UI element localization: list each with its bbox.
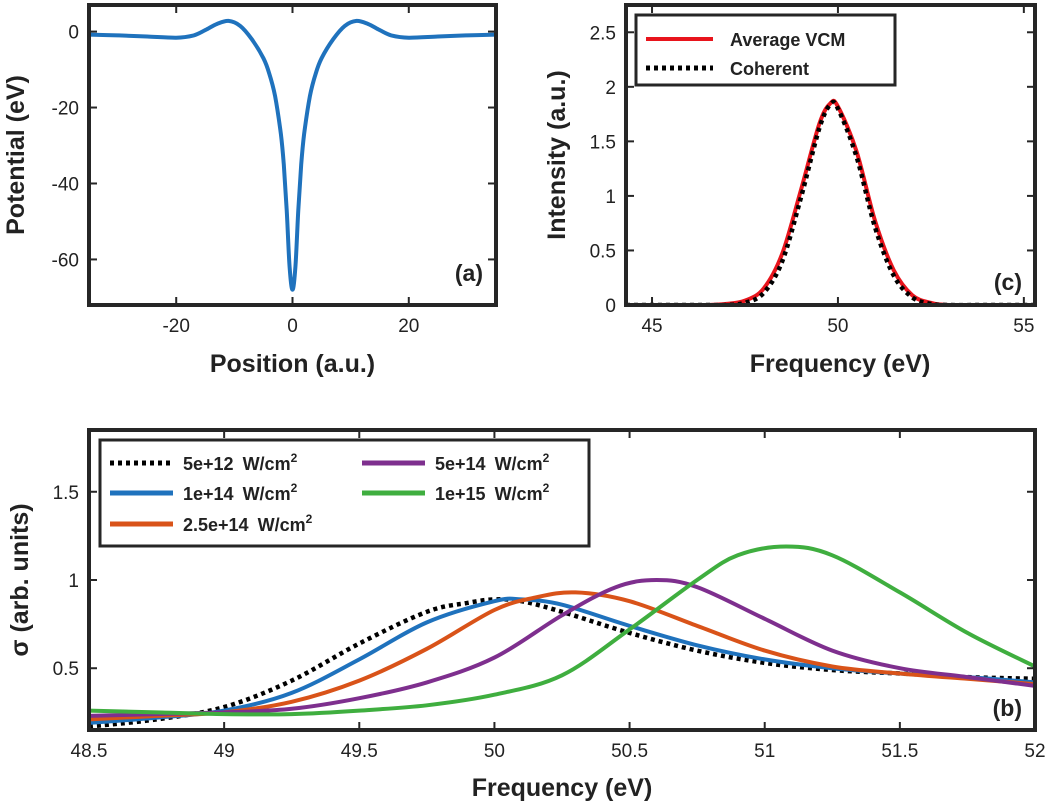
legend-unit-5e14: W/cm: [495, 454, 543, 474]
panel-c-frame: [624, 3, 1037, 307]
panel-b-xticks: 48.5 49 49.5 50 50.5 51 51.5 52: [71, 430, 1046, 762]
panel-b-xlabel: Frequency (eV): [472, 774, 653, 802]
panel-c-series-group: [626, 98, 1035, 305]
legend-unit-exp-5e14: 2: [543, 451, 550, 465]
panel-a-ylabel: Potential (eV): [2, 75, 30, 235]
legend-item-5e14: 5e+14 W/cm2: [435, 451, 550, 474]
panel-b-xtick-label-3: 50: [484, 741, 505, 762]
legend-item-1e14: 1e+14 W/cm2: [183, 481, 298, 504]
legend-unit-exp-2.5e14: 2: [306, 512, 313, 526]
panel-a-frame: [87, 3, 498, 307]
panel-a-ytick-label-1: -20: [52, 99, 79, 120]
panel-b-xtick-label-5: 51: [754, 741, 775, 762]
panel-b-series-3: [89, 578, 1035, 718]
panel-c-ytick-label-3: 1.5: [590, 132, 616, 153]
panel-c-series-1: [626, 99, 1035, 305]
panel-a-tag: (a): [455, 260, 483, 286]
panel-b-ylabel: σ (arb. units): [6, 503, 34, 656]
panel-b: 48.5 49 49.5 50 50.5 51 51.5 52 0.5 1 1.5 Frequen…: [6, 428, 1046, 802]
legend-unit-1e14: W/cm: [243, 484, 291, 504]
panel-a-xtick-label-0: -20: [162, 316, 189, 337]
legend-unit-exp-5e12: 2: [291, 451, 298, 465]
panel-c-legend: Average VCM Coherent: [634, 13, 897, 87]
panel-b-xtick-label-2: 49.5: [341, 741, 378, 762]
panel-a-ytick-label-2: -40: [52, 174, 79, 195]
panel-b-series-group: [89, 544, 1035, 729]
legend-unit-exp-1e14: 2: [291, 481, 298, 495]
panel-c-xticks: 45 50 55: [641, 5, 1034, 337]
legend-label-2.5e14: 2.5e+14: [183, 515, 249, 535]
panel-b-xtick-label-0: 48.5: [71, 741, 108, 762]
panel-c-legend-box: [634, 13, 897, 87]
panel-b-series-4: [89, 544, 1035, 717]
panel-c-xtick-label-0: 45: [641, 316, 662, 337]
panel-c-ytick-label-5: 2.5: [590, 23, 616, 44]
legend-label-average-vcm: Average VCM: [730, 30, 845, 50]
panel-c-ylabel: Intensity (a.u.): [543, 70, 571, 239]
panel-b-yticks: 0.5 1 1.5: [53, 483, 1035, 680]
panel-b-series-2: [89, 590, 1035, 722]
panel-c-series-0: [626, 98, 1035, 305]
panel-a-xticks: -20 0 20: [162, 5, 419, 337]
panel-a-ytick-label-0: 0: [68, 23, 79, 44]
legend-label-coherent: Coherent: [730, 59, 809, 79]
legend-item-2.5e14: 2.5e+14 W/cm2: [183, 512, 313, 535]
panel-c-xtick-label-2: 55: [1013, 316, 1034, 337]
panel-a-xlabel: Position (a.u.): [210, 350, 375, 378]
panel-c-ytick-label-2: 1: [605, 187, 616, 208]
panel-a-series-0: [89, 18, 496, 292]
panel-c-ytick-label-0: 0: [605, 296, 616, 317]
panel-c-ytick-label-1: 0.5: [590, 241, 616, 262]
panel-c-xlabel: Frequency (eV): [750, 350, 931, 378]
panel-a-xtick-label-1: 0: [287, 316, 298, 337]
panel-a-xtick-label-2: 20: [398, 316, 419, 337]
panel-a-series-group: [89, 18, 496, 292]
panel-b-xtick-label-6: 51.5: [881, 741, 918, 762]
panel-b-xtick-label-1: 49: [214, 741, 235, 762]
panel-b-tag: (b): [993, 695, 1022, 721]
legend-label-1e14: 1e+14: [183, 484, 234, 504]
panel-b-xtick-label-7: 52: [1024, 741, 1045, 762]
panel-b-ytick-label-0: 0.5: [53, 659, 79, 680]
legend-unit-2.5e14: W/cm: [258, 515, 306, 535]
panel-a-yticks: 0 -20 -40 -60: [52, 23, 496, 271]
legend-label-1e15: 1e+15: [435, 484, 486, 504]
panel-b-legend-box: [98, 438, 591, 548]
panel-b-legend: 5e+12 W/cm2 1e+14 W/cm2 2.5e+14 W/cm2 5e+14…: [98, 438, 591, 548]
panel-c: 45 50 55 0 0.5 1 1.5 2 2.5 Frequency (eV) Inten…: [543, 3, 1037, 378]
panel-c-ytick-label-4: 2: [605, 78, 616, 99]
legend-unit-5e12: W/cm: [243, 454, 291, 474]
panel-c-xtick-label-1: 50: [827, 316, 848, 337]
panel-a: -20 0 20 0 -20 -40 -60 Position (a.u.) Potent…: [2, 3, 498, 378]
panel-b-ytick-label-1: 1: [68, 571, 79, 592]
legend-label-5e14: 5e+14: [435, 454, 486, 474]
legend-label-5e12: 5e+12: [183, 454, 234, 474]
panel-a-ytick-label-3: -60: [52, 250, 79, 271]
panel-b-xtick-label-4: 50.5: [611, 741, 648, 762]
legend-item-1e15: 1e+15 W/cm2: [435, 481, 550, 504]
legend-unit-1e15: W/cm: [495, 484, 543, 504]
panel-b-ytick-label-2: 1.5: [53, 483, 79, 504]
panel-c-yticks: 0 0.5 1 1.5 2 2.5: [590, 23, 1035, 317]
legend-item-5e12: 5e+12 W/cm2: [183, 451, 298, 474]
legend-unit-exp-1e15: 2: [543, 481, 550, 495]
panel-c-tag: (c): [994, 269, 1022, 295]
